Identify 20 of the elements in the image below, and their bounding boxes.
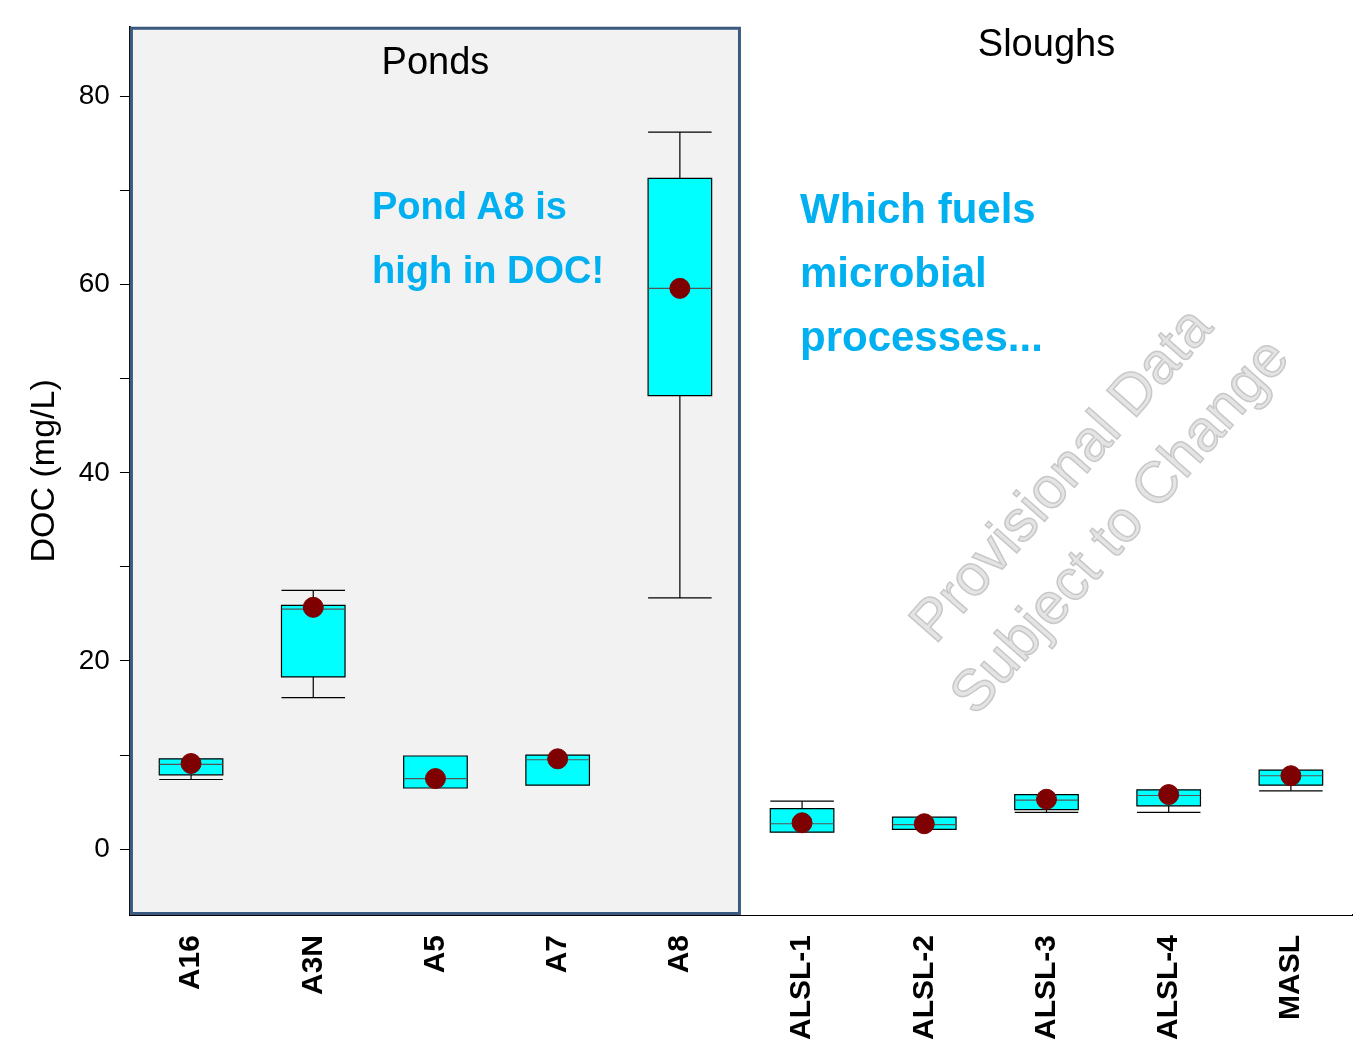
y-tick-label: 60 <box>78 267 110 299</box>
x-tick-label: ALSL-1 <box>783 935 817 1040</box>
y-tick-label: 0 <box>94 831 110 863</box>
x-tick-label: ALSL-4 <box>1149 934 1183 1040</box>
y-tick-label: 80 <box>78 79 110 111</box>
band-label: Sloughs <box>977 22 1116 65</box>
y-tick-label: 40 <box>78 455 110 487</box>
annotation: Which fuels microbial processes... <box>800 184 1043 360</box>
x-tick-label: A3N <box>294 935 328 996</box>
y-axis-title: DOC (mg/L) <box>22 379 61 563</box>
x-tick-label: A16 <box>172 935 206 991</box>
annotation: Pond A8 is high in DOC! <box>372 185 605 292</box>
x-tick-label: MASL <box>1272 935 1306 1020</box>
x-tick-label: A5 <box>416 935 450 974</box>
y-tick-label: 20 <box>78 643 110 675</box>
x-tick-label: ALSL-2 <box>905 935 939 1040</box>
x-tick-label: A7 <box>538 935 572 974</box>
band-label: Ponds <box>381 40 490 83</box>
x-tick-label: A8 <box>661 935 695 974</box>
x-tick-label: ALSL-3 <box>1027 935 1061 1040</box>
